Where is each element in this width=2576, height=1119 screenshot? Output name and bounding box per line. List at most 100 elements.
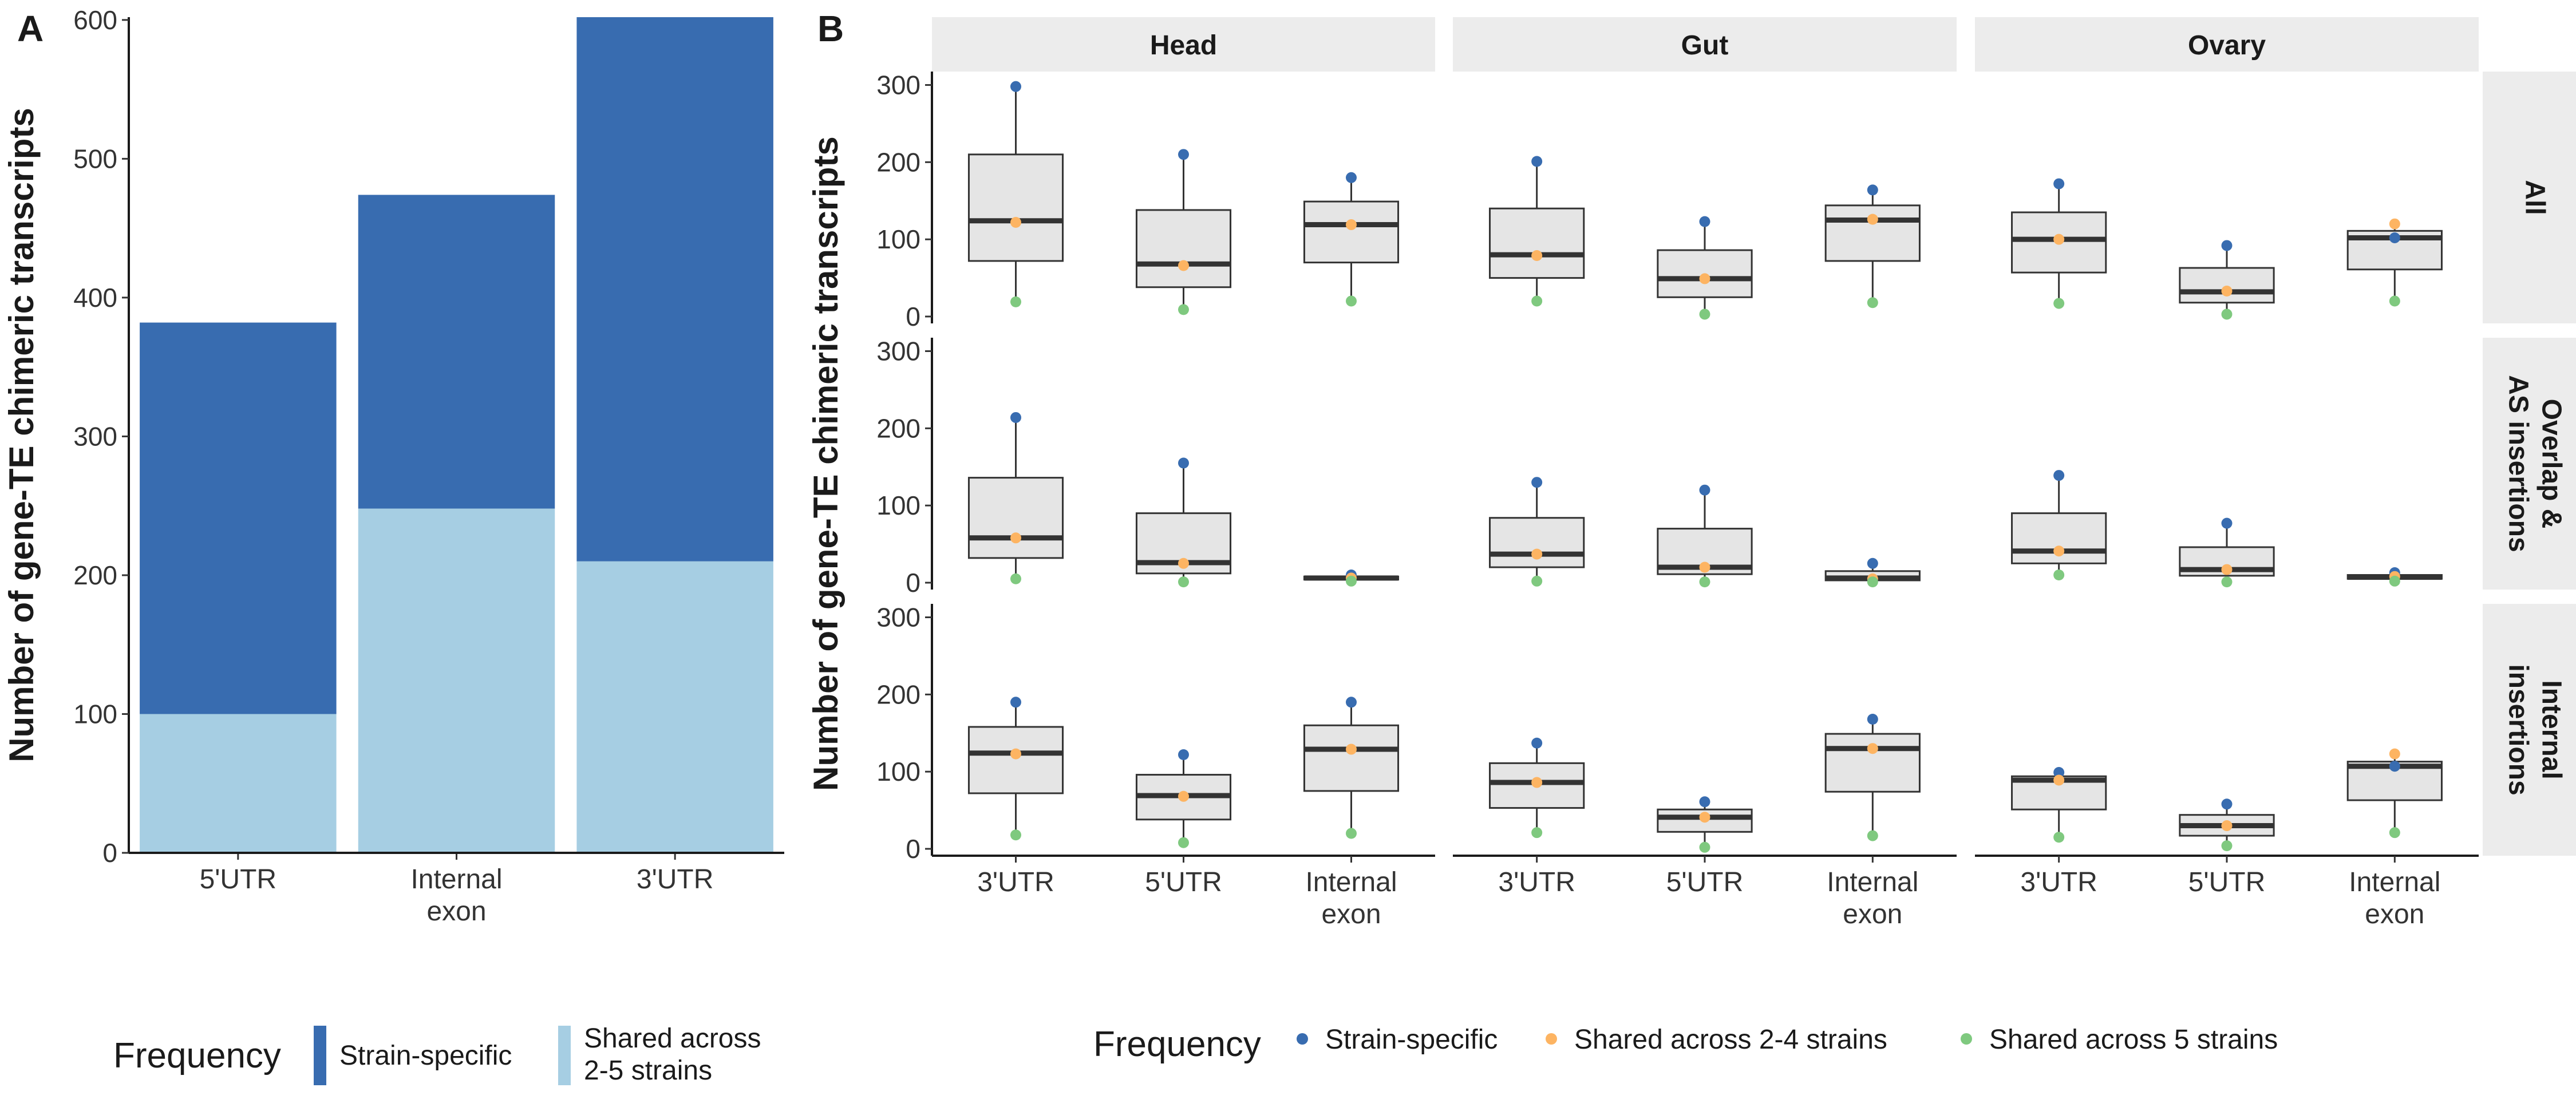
x-tick-label: Internal xyxy=(2349,867,2440,897)
point-shared-5 xyxy=(1699,309,1710,320)
point-shared-2-4 xyxy=(2221,820,2233,832)
y-tick-label: 600 xyxy=(73,5,117,35)
point-strain-specific xyxy=(2389,761,2400,772)
legend-label: Shared across 5 strains xyxy=(1989,1025,2278,1055)
point-shared-2-4 xyxy=(1346,744,1357,755)
x-tick-label: 5'UTR xyxy=(2188,867,2266,897)
legend-label: Shared across 2-4 strains xyxy=(1574,1025,1887,1055)
point-shared-2-4 xyxy=(1010,216,1021,228)
x-tick-label: 3'UTR xyxy=(1498,867,1575,897)
legend-key xyxy=(1297,1033,1308,1045)
y-tick-label: 0 xyxy=(906,302,920,331)
y-tick-label: 300 xyxy=(876,602,920,632)
y-tick-label: 100 xyxy=(876,491,920,520)
x-tick-label: exon xyxy=(1321,899,1381,930)
box xyxy=(967,477,1064,559)
point-shared-2-4 xyxy=(1699,812,1710,823)
x-tick-label: Internal xyxy=(410,864,502,895)
y-tick-label: 0 xyxy=(102,838,117,868)
point-shared-5 xyxy=(2221,840,2233,852)
point-strain-specific xyxy=(1531,156,1543,167)
box xyxy=(1824,204,1921,262)
point-strain-specific xyxy=(1346,697,1357,708)
facet-strip-row xyxy=(2483,604,2576,856)
facet-strip-label: Internal xyxy=(2537,680,2567,779)
point-shared-5 xyxy=(1178,576,1189,588)
facet-strip-label: Overlap & xyxy=(2537,399,2567,529)
point-strain-specific xyxy=(1178,149,1189,160)
point-shared-2-4 xyxy=(1531,548,1543,560)
x-tick-label: Internal xyxy=(1827,867,1918,897)
y-tick-label: 100 xyxy=(73,699,117,729)
point-shared-5 xyxy=(1346,828,1357,839)
point-strain-specific xyxy=(2221,517,2233,529)
point-strain-specific xyxy=(1010,697,1021,708)
point-shared-5 xyxy=(2221,309,2233,320)
point-shared-5 xyxy=(2389,827,2400,839)
facet-strip-label: All xyxy=(2520,180,2550,215)
y-tick-label: 300 xyxy=(876,70,920,100)
point-shared-2-4 xyxy=(1699,273,1710,284)
y-tick-label: 300 xyxy=(73,421,117,451)
point-shared-5 xyxy=(1531,827,1543,839)
y-tick-label: 500 xyxy=(73,144,117,173)
point-strain-specific xyxy=(2221,240,2233,251)
x-tick-label: 3'UTR xyxy=(2020,867,2097,897)
facet-strip-row xyxy=(2483,72,2576,323)
point-strain-specific xyxy=(1867,184,1878,196)
box xyxy=(1489,517,1585,568)
bar-shared-0 xyxy=(140,714,337,853)
y-axis-title: Number of gene-TE chimeric transcripts xyxy=(2,108,41,762)
y-tick-label: 200 xyxy=(73,560,117,590)
point-shared-2-4 xyxy=(2221,286,2233,297)
y-tick-label: 100 xyxy=(876,757,920,786)
point-shared-2-4 xyxy=(1178,790,1189,802)
bar-strain-specific-1 xyxy=(358,195,555,509)
point-strain-specific xyxy=(2389,232,2400,243)
point-shared-2-4 xyxy=(1867,213,1878,225)
bar-strain-specific-0 xyxy=(140,322,337,714)
facet-strip-label: Ovary xyxy=(2188,30,2266,61)
point-shared-2-4 xyxy=(1010,532,1021,544)
point-strain-specific xyxy=(1867,713,1878,725)
point-shared-2-4 xyxy=(1531,777,1543,788)
legend-label: 2-5 strains xyxy=(584,1055,712,1086)
point-shared-2-4 xyxy=(1531,250,1543,261)
point-shared-5 xyxy=(1346,575,1357,587)
x-tick-label: exon xyxy=(1843,899,1902,930)
facet-strip-label: insertions xyxy=(2503,664,2534,795)
point-shared-2-4 xyxy=(1867,743,1878,754)
point-shared-5 xyxy=(1178,837,1189,848)
point-shared-5 xyxy=(1010,829,1021,841)
point-shared-2-4 xyxy=(2389,218,2400,230)
point-strain-specific xyxy=(1699,216,1710,227)
legend-key xyxy=(314,1026,326,1085)
point-shared-5 xyxy=(2389,575,2400,587)
facet-strip-row-label: Overlap &AS insertions xyxy=(2503,375,2567,552)
y-tick-label: 200 xyxy=(876,413,920,443)
box xyxy=(1303,200,1400,264)
x-tick-label: Internal xyxy=(1305,867,1397,897)
point-shared-5 xyxy=(1699,576,1710,588)
point-strain-specific xyxy=(1010,81,1021,92)
legend-title: Frequency xyxy=(1093,1025,1261,1064)
legend-key xyxy=(558,1026,571,1085)
box xyxy=(1135,209,1232,288)
point-shared-5 xyxy=(1699,841,1710,853)
point-shared-5 xyxy=(1867,576,1878,588)
point-strain-specific xyxy=(2053,178,2065,189)
y-tick-label: 0 xyxy=(906,568,920,598)
facet-strip-col xyxy=(1975,17,2479,72)
point-strain-specific xyxy=(1531,737,1543,749)
box xyxy=(1303,724,1400,792)
point-strain-specific xyxy=(1178,457,1189,469)
point-strain-specific xyxy=(2221,798,2233,810)
y-tick-label: 0 xyxy=(906,834,920,864)
point-shared-5 xyxy=(2389,295,2400,307)
x-tick-label: 3'UTR xyxy=(977,867,1054,897)
x-tick-label: exon xyxy=(426,896,486,927)
legend-key xyxy=(1546,1033,1557,1045)
point-shared-2-4 xyxy=(1010,748,1021,760)
box xyxy=(1489,207,1585,279)
